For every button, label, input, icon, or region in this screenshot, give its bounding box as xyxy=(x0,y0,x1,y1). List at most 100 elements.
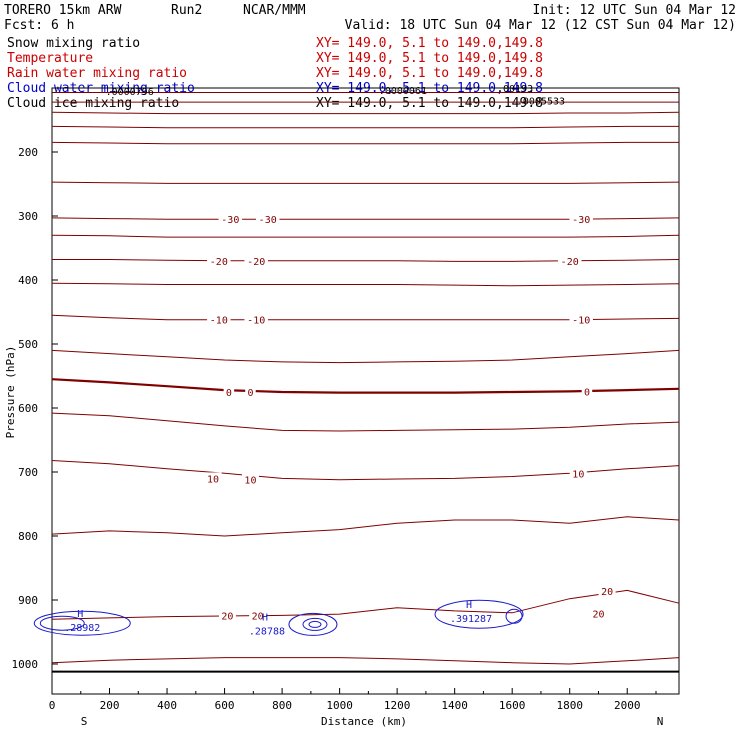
isotherm xyxy=(51,349,680,364)
x-tick-label: 0 xyxy=(49,699,56,712)
cloud-water-contour xyxy=(302,617,328,631)
forecast-hour: Fcst: 6 h xyxy=(4,18,74,33)
isotherm xyxy=(51,181,680,184)
cloud-water-max-value: .28982 xyxy=(64,623,100,634)
legend-rain-xy: XY= 149.0, 5.1 to 149.0,149.8 xyxy=(316,66,543,81)
x-tick-label: 200 xyxy=(100,699,120,712)
y-tick-label: 200 xyxy=(18,146,38,159)
cloud-water-contour xyxy=(434,599,524,629)
isotherm-label: -20 xyxy=(210,257,228,268)
isotherm-label-bg xyxy=(245,386,256,397)
isotherm xyxy=(51,589,680,620)
isotherm xyxy=(52,259,680,262)
isotherm-label-bg xyxy=(244,313,268,325)
valid-time: Valid: 18 UTC Sun 04 Mar 12 (12 CST Sun … xyxy=(345,18,736,33)
isotherm-label: 0 xyxy=(226,388,232,399)
isotherm-label-bg xyxy=(204,472,222,484)
legend-temperature: Temperature xyxy=(7,51,93,66)
isotherm-label-bg xyxy=(207,254,231,266)
isotherm xyxy=(51,516,680,537)
isotherm xyxy=(51,378,680,394)
y-axis-title: Pressure (hPa) xyxy=(4,346,17,439)
temperature-labels: -30 -30 -30 -20 -20 -20 -10 -10 -10 0 0 0 10 10 10 20 20… xyxy=(204,213,616,622)
x-tick-label: 600 xyxy=(215,699,235,712)
x-axis-title: Distance (km) xyxy=(321,715,407,728)
x-tick-label: 1400 xyxy=(441,699,468,712)
legend-snow-xy: XY= 149.0, 5.1 to 149.0,149.8 xyxy=(316,36,543,51)
isotherm xyxy=(51,111,680,115)
isotherm-label: -30 xyxy=(259,215,277,226)
isotherm-label: 10 xyxy=(207,474,219,485)
isotherm xyxy=(51,282,680,287)
y-tick-label: 600 xyxy=(18,402,38,415)
cloud-water-contour xyxy=(308,620,322,628)
x-tick-label: 2000 xyxy=(614,699,641,712)
isotherm-label-bg xyxy=(557,254,582,266)
top-value-label: .0000796 xyxy=(106,87,154,98)
x-tick-label: 400 xyxy=(157,699,177,712)
x-axis-left-end: S xyxy=(81,715,88,728)
cloud-water-max-value: .28788 xyxy=(249,626,285,637)
isotherm-label-bg xyxy=(581,385,593,397)
isotherm-label-bg xyxy=(598,585,616,597)
cloud-water-contour xyxy=(288,612,338,636)
y-tick-label: 300 xyxy=(18,210,38,223)
x-tick-label: 1200 xyxy=(384,699,411,712)
isotherm-label: 10 xyxy=(244,476,256,487)
top-values: .0000796 .0000061 .00193 .0005533 xyxy=(106,84,565,108)
run-label: Run2 xyxy=(171,3,202,18)
cloud-water-contours: H .28982 H .28788 H .391287 xyxy=(33,599,524,637)
y-tick-label: 900 xyxy=(18,594,38,607)
cloud-water-contour xyxy=(33,610,131,636)
isotherm-label: -30 xyxy=(572,215,590,226)
top-value-label: .0000061 xyxy=(379,86,427,97)
isotherm xyxy=(51,412,680,432)
x-axis-right-end: N xyxy=(657,715,664,728)
legend-cloud-ice: Cloud ice mixing ratio xyxy=(7,96,179,111)
x-tick-label: 1600 xyxy=(499,699,526,712)
x-tick-label: 1800 xyxy=(556,699,583,712)
plot-frame xyxy=(51,87,680,695)
legend: Snow mixing ratio XY= 149.0, 5.1 to 149.… xyxy=(7,36,543,111)
cloud-water-contour xyxy=(39,615,85,631)
isotherm-label: -20 xyxy=(561,257,579,268)
isotherm-label-bg xyxy=(241,473,259,485)
y-tick-label: 800 xyxy=(18,530,38,543)
temperature-contours xyxy=(51,92,680,665)
legend-cloud-ice-xy: XY= 149.0, 5.1 to 149.0,149.8 xyxy=(316,96,543,111)
cloud-water-max-H: H xyxy=(77,609,83,620)
x-tick-label: 800 xyxy=(272,699,292,712)
isotherm-label-bg xyxy=(218,609,236,621)
y-tick-label: 700 xyxy=(18,466,38,479)
isotherm-label-bg xyxy=(244,254,268,266)
org-label: NCAR/MMM xyxy=(243,3,306,18)
isotherm-label: 10 xyxy=(572,469,584,480)
isotherm-label-bg xyxy=(249,609,267,621)
y-tick-label: 1000 xyxy=(12,658,39,671)
isotherm-label: 20 xyxy=(592,609,604,620)
init-time: Init: 12 UTC Sun 04 Mar 12 xyxy=(533,3,737,18)
axes: 0 200 400 600 800 1000 1200 1400 1600 1800 2000200… xyxy=(12,146,657,712)
legend-snow: Snow mixing ratio xyxy=(7,36,140,51)
isotherm-label: 20 xyxy=(601,587,613,598)
isotherm-label: -10 xyxy=(572,316,590,327)
isotherm-label: 0 xyxy=(247,388,253,399)
isotherm-label-bg xyxy=(255,213,280,225)
top-value-label: .0005533 xyxy=(517,97,565,108)
y-tick-label: 500 xyxy=(18,338,38,351)
model-title: TORERO 15km ARW xyxy=(4,3,122,18)
isotherm-label-bg xyxy=(569,313,593,325)
top-value-label: .00193 xyxy=(497,84,533,95)
isotherm-label-bg xyxy=(589,607,607,619)
isotherm xyxy=(51,141,679,145)
isotherm xyxy=(51,657,680,665)
isotherm-label: 20 xyxy=(221,611,233,622)
isotherm-label: -20 xyxy=(247,257,265,268)
cloud-water-max-H: H xyxy=(466,600,472,611)
isotherm-label-bg xyxy=(218,213,243,225)
legend-temperature-xy: XY= 149.0, 5.1 to 149.0,149.8 xyxy=(316,51,543,66)
isotherm xyxy=(51,234,680,238)
isotherm-label-bg xyxy=(569,467,587,479)
isotherm-label-bg xyxy=(223,386,235,397)
isotherm-label: -30 xyxy=(221,215,239,226)
